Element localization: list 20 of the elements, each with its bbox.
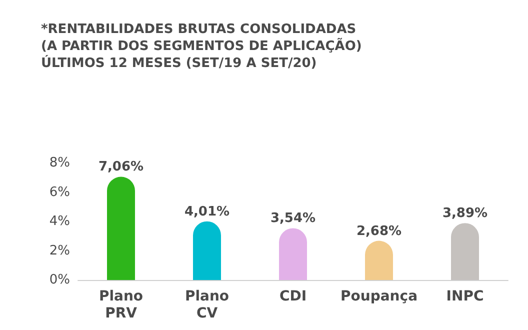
data-label: 4,01% — [184, 204, 230, 220]
data-label: 3,89% — [442, 206, 488, 222]
x-tick-label: CDI — [279, 288, 307, 304]
x-tick-label: Plano PRV — [98, 288, 144, 322]
chart-title: *RENTABILIDADES BRUTAS CONSOLIDADAS (A PARTIR DOS SEGMENTOS DE APLICAÇÃO) ÚLTIMOS 12 MESES (SET/19 A SET/20) — [41, 22, 362, 71]
x-tick-label: Poupança — [340, 288, 418, 304]
y-tick-label: 4% — [49, 214, 70, 229]
bar — [451, 223, 479, 280]
data-label: 2,68% — [356, 224, 402, 239]
x-tick-label: Plano CV — [184, 288, 230, 322]
y-tick-label: 8% — [49, 156, 70, 170]
bar — [193, 221, 221, 280]
y-tick-label: 0% — [49, 272, 70, 288]
y-tick-label: 6% — [49, 184, 70, 200]
data-label: 3,54% — [270, 211, 316, 226]
y-tick-label: 2% — [49, 243, 70, 258]
x-tick-label: INPC — [446, 288, 484, 304]
data-label: 7,06% — [98, 160, 144, 175]
bar — [107, 176, 135, 280]
bar — [279, 228, 307, 280]
